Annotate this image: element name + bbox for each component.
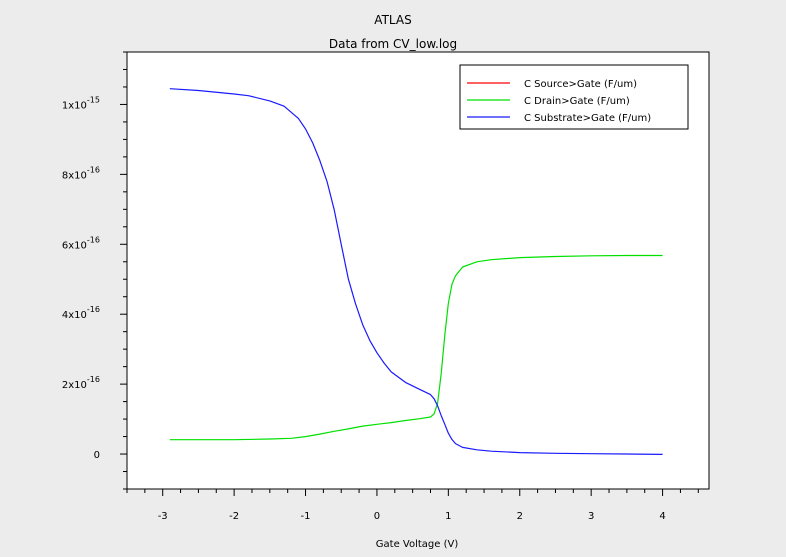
x-tick-label: 2 bbox=[517, 511, 523, 522]
y-tick-exponent: -16 bbox=[87, 165, 100, 174]
legend-items: C Source>Gate (F/um) C Drain>Gate (F/um) C… bbox=[467, 79, 651, 124]
y-tick-label: 6x10-16 bbox=[62, 235, 100, 251]
chart-title: ATLAS bbox=[374, 13, 411, 27]
x-tick-label: -1 bbox=[301, 511, 311, 522]
series-line bbox=[169, 254, 663, 441]
x-tick-label: 0 bbox=[374, 511, 380, 522]
x-tick-label: 3 bbox=[588, 511, 594, 522]
y-tick-label: 1x10-15 bbox=[62, 95, 100, 111]
series-line bbox=[169, 88, 663, 455]
y-tick-label: 4x10-16 bbox=[62, 305, 100, 321]
chart-subtitle: Data from CV_low.log bbox=[329, 37, 457, 51]
y-tick-exponent: -16 bbox=[87, 235, 100, 244]
legend-label: C Source>Gate (F/um) bbox=[524, 79, 637, 90]
y-tick-exponent: -16 bbox=[87, 375, 100, 384]
legend-label: C Substrate>Gate (F/um) bbox=[524, 113, 651, 124]
x-axis-label: Gate Voltage (V) bbox=[376, 539, 459, 550]
x-tick-label: 1 bbox=[445, 511, 451, 522]
series-group bbox=[169, 88, 663, 455]
x-tick-label: -2 bbox=[229, 511, 239, 522]
y-tick-label: 8x10-16 bbox=[62, 165, 100, 181]
legend-label: C Drain>Gate (F/um) bbox=[524, 96, 630, 107]
y-tick-label: 0 bbox=[94, 450, 100, 461]
y-tick-label: 2x10-16 bbox=[62, 375, 100, 391]
y-tick-exponent: -16 bbox=[87, 305, 100, 314]
x-tick-label: 4 bbox=[659, 511, 665, 522]
legend: C Source>Gate (F/um) C Drain>Gate (F/um) C… bbox=[459, 64, 689, 130]
y-tick-exponent: -15 bbox=[87, 95, 100, 104]
x-tick-label: -3 bbox=[158, 511, 168, 522]
legend-box bbox=[459, 64, 689, 130]
